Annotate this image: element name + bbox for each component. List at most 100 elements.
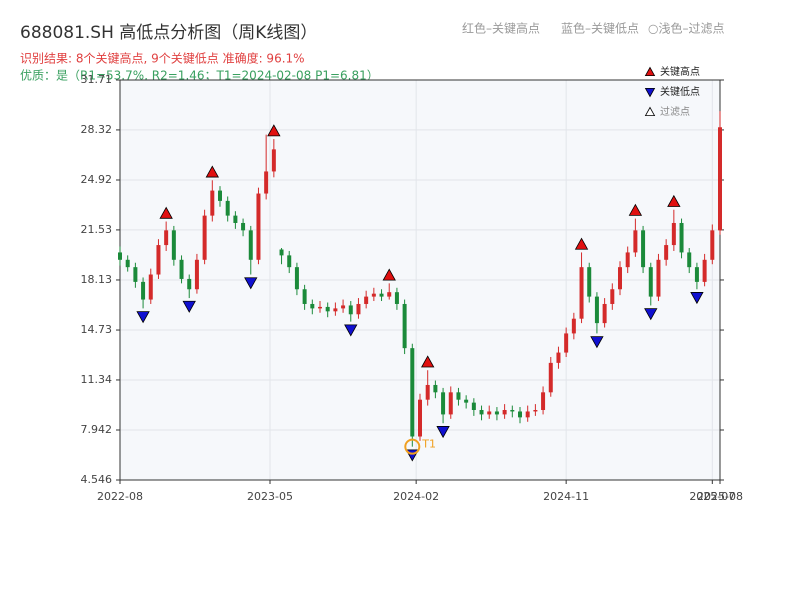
candle-body bbox=[664, 245, 669, 260]
key-point-marker bbox=[244, 277, 258, 290]
candle-body bbox=[125, 259, 130, 268]
y-tick-label: 14.73 bbox=[81, 323, 113, 336]
candle-body bbox=[294, 267, 299, 290]
candle-body bbox=[448, 392, 453, 415]
candle-body bbox=[218, 190, 222, 201]
legend-marker bbox=[644, 88, 656, 98]
candle-body bbox=[418, 399, 422, 437]
y-tick-label: 7.942 bbox=[81, 423, 113, 436]
candle-body bbox=[156, 245, 161, 275]
key-point-marker bbox=[267, 124, 281, 137]
header-legend: 蓝色–关键低点 bbox=[561, 22, 639, 36]
header-legend: ○浅色–过滤点 bbox=[648, 22, 724, 36]
candle-body bbox=[494, 411, 499, 415]
key-point-marker bbox=[159, 206, 173, 219]
candle-body bbox=[587, 267, 592, 297]
candle-body bbox=[579, 267, 584, 319]
candle-body bbox=[533, 409, 538, 412]
y-tick-label: 31.71 bbox=[81, 73, 113, 86]
legend-marker bbox=[644, 66, 656, 76]
x-tick-label: 2025-07 bbox=[689, 490, 735, 503]
candle-body bbox=[202, 215, 207, 260]
candle-body bbox=[425, 384, 430, 400]
key-point-marker bbox=[436, 426, 450, 439]
candle-body bbox=[394, 292, 399, 304]
candle-body bbox=[510, 409, 515, 412]
subtitle: 识别结果: 8个关键高点, 9个关键低点 准确度: 96.1% bbox=[20, 51, 305, 66]
candle-body bbox=[564, 333, 569, 353]
candle-body bbox=[633, 230, 638, 253]
candle-body bbox=[333, 308, 338, 312]
candle-body bbox=[610, 289, 615, 304]
candle-body bbox=[133, 267, 138, 282]
candle-body bbox=[387, 292, 392, 297]
candle-body bbox=[171, 230, 176, 260]
candle-body bbox=[618, 267, 622, 290]
candle-body bbox=[279, 249, 284, 256]
key-point-marker bbox=[205, 165, 219, 178]
key-point-marker bbox=[644, 308, 658, 321]
x-tick-label: 2025-08 bbox=[697, 490, 743, 503]
candle-body bbox=[464, 399, 469, 403]
candle-body bbox=[118, 252, 122, 260]
key-point-marker bbox=[690, 292, 704, 305]
candle-body bbox=[594, 296, 599, 324]
candle-body bbox=[194, 259, 199, 290]
candle-body bbox=[225, 200, 230, 216]
quality-note: 优质：是（R1=53.7%, R2=1.46；T1=2024-02-08 P1=… bbox=[20, 69, 379, 83]
key-point-marker bbox=[182, 300, 196, 313]
candle-body bbox=[271, 149, 276, 172]
candle-body bbox=[148, 274, 153, 300]
candle-body bbox=[348, 305, 353, 315]
candle-body bbox=[525, 411, 530, 418]
y-tick-label: 24.92 bbox=[81, 173, 113, 186]
legend-label: 过滤点 bbox=[660, 105, 690, 118]
candle-body bbox=[641, 230, 646, 268]
key-point-marker bbox=[344, 324, 358, 337]
y-tick-label: 21.53 bbox=[81, 223, 113, 236]
candle-body bbox=[371, 293, 376, 297]
y-tick-label: 4.546 bbox=[81, 473, 113, 486]
candle-body bbox=[302, 289, 307, 304]
candle-body bbox=[687, 252, 692, 268]
annotation-circle bbox=[404, 438, 421, 455]
key-point-marker bbox=[667, 194, 681, 207]
candle-body bbox=[433, 384, 438, 393]
candle-body bbox=[702, 259, 707, 282]
annotation-label: T1 bbox=[421, 438, 436, 451]
x-tick-label: 2022-08 bbox=[97, 490, 143, 503]
key-point-marker bbox=[574, 237, 589, 250]
candle-body bbox=[487, 411, 492, 415]
candle-body bbox=[141, 281, 146, 300]
candle-body bbox=[502, 409, 507, 415]
key-point-marker bbox=[421, 355, 435, 368]
candle-body bbox=[694, 267, 699, 282]
candle-body bbox=[602, 303, 607, 324]
candle-body bbox=[571, 318, 576, 334]
key-point-marker bbox=[382, 268, 396, 281]
key-point-marker bbox=[136, 311, 150, 324]
key-point-marker bbox=[590, 336, 604, 349]
candle-body bbox=[256, 193, 261, 260]
y-tick-label: 28.32 bbox=[81, 123, 113, 136]
key-point-marker bbox=[628, 203, 643, 216]
candle-body bbox=[325, 306, 330, 312]
x-tick-label: 2023-05 bbox=[247, 490, 293, 503]
candle-body bbox=[471, 402, 476, 410]
legend-marker bbox=[644, 106, 656, 116]
candle-body bbox=[233, 215, 238, 223]
chart-title: 688081.SH 高低点分析图（周K线图） bbox=[20, 23, 317, 43]
candle-body bbox=[441, 392, 446, 415]
y-tick-label: 11.34 bbox=[81, 373, 113, 386]
candle-body bbox=[556, 352, 561, 363]
candle-body bbox=[364, 296, 369, 304]
candle-body bbox=[187, 278, 192, 290]
candle-body bbox=[456, 392, 461, 400]
candle-body bbox=[402, 303, 407, 349]
candle-body bbox=[341, 305, 346, 309]
legend-label: 关键高点 bbox=[660, 65, 700, 78]
candle-body bbox=[718, 127, 722, 231]
candle-body bbox=[379, 293, 384, 297]
candle-body bbox=[164, 230, 169, 246]
